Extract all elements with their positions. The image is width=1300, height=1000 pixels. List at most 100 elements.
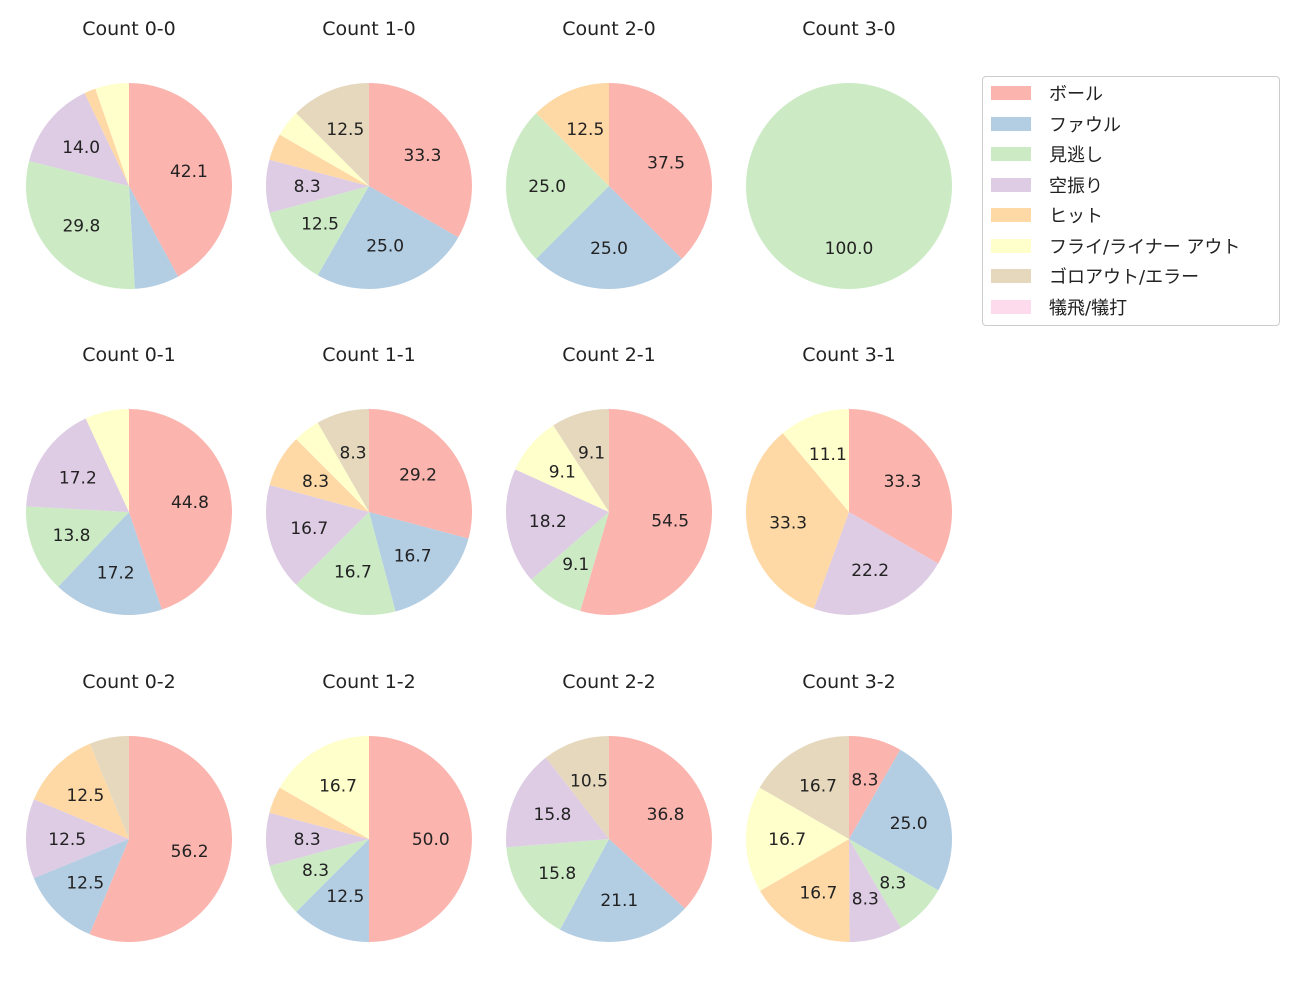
slice-label: 12.5: [301, 215, 339, 235]
slice-label: 33.3: [404, 146, 442, 166]
slice-label: 44.8: [171, 493, 209, 513]
pie-slice: [33, 839, 129, 935]
slice-label: 11.1: [809, 445, 847, 465]
slice-label: 8.3: [302, 861, 329, 881]
pie-title: Count 1-0: [322, 18, 416, 40]
legend-swatch: [991, 116, 1031, 131]
pie-slice: [129, 409, 232, 610]
pie-title: Count 0-0: [82, 18, 176, 40]
pie-title: Count 2-0: [562, 18, 656, 40]
slice-label: 14.0: [62, 138, 100, 158]
slice-label: 8.3: [852, 890, 879, 910]
pie-slice: [515, 425, 609, 512]
pie-slice: [84, 88, 129, 186]
slice-label: 56.2: [171, 842, 209, 862]
slice-label: 9.1: [562, 555, 589, 575]
slice-label: 16.7: [394, 547, 432, 567]
legend-item: フライ/ライナー アウト: [991, 236, 1240, 258]
pie-slice: [296, 422, 369, 512]
legend-label: ボール: [1049, 84, 1103, 105]
pie-slice: [580, 409, 712, 615]
pie-slice: [760, 839, 850, 942]
slice-label: 12.5: [566, 120, 604, 140]
slice-label: 22.2: [851, 561, 889, 581]
pie-slice: [506, 757, 609, 848]
legend-item: 空振り: [991, 175, 1103, 197]
pie-slice: [26, 506, 129, 587]
slice-label: 54.5: [651, 512, 689, 532]
pie-slice: [317, 409, 369, 512]
legend-label: 犠飛/犠打: [1049, 297, 1128, 319]
slice-label: 12.5: [66, 786, 104, 806]
pie-slice: [849, 409, 952, 564]
slice-label: 8.3: [879, 874, 906, 894]
legend-swatch: [991, 147, 1031, 161]
pie-slice: [317, 186, 459, 290]
legend-swatch: [991, 238, 1031, 253]
pie-slice: [536, 186, 682, 289]
pie-slice: [782, 409, 849, 512]
pie-title: Count 3-1: [802, 344, 896, 366]
pie-slice: [505, 469, 609, 580]
pie-title: Count 0-2: [82, 671, 176, 693]
slice-label: 25.0: [528, 177, 566, 197]
pie-slice: [369, 736, 472, 942]
pie-slice: [85, 409, 129, 512]
legend-item: ゴロアウト/エラー: [991, 266, 1200, 288]
slice-label: 33.3: [884, 472, 922, 492]
pie-slice: [26, 418, 129, 512]
slice-label: 25.0: [890, 814, 928, 834]
pie-slice: [296, 83, 369, 186]
pie-slice: [559, 839, 685, 942]
slice-label: 8.3: [851, 770, 878, 790]
slice-label: 10.5: [570, 772, 608, 792]
pie-slice: [369, 409, 473, 539]
slice-label: 12.5: [48, 830, 86, 850]
slice-label: 18.2: [529, 512, 567, 532]
pie-slice: [553, 409, 609, 512]
pie-slice: [269, 134, 369, 186]
slice-label: 50.0: [412, 830, 450, 850]
slice-label: 37.5: [647, 153, 685, 173]
pie-slice: [266, 812, 369, 866]
pie-slice: [746, 83, 952, 289]
pie-slice: [269, 839, 369, 912]
slice-label: 16.7: [799, 777, 837, 797]
pie-slice: [849, 749, 952, 891]
pie-slice: [266, 159, 369, 213]
pie-slice: [33, 743, 130, 839]
pie-slice: [849, 736, 901, 839]
pie-title: Count 2-2: [562, 671, 656, 693]
pie-slice: [279, 736, 369, 839]
legend-label: 空振り: [1049, 175, 1103, 197]
pie-slice: [279, 113, 369, 186]
slice-label: 21.1: [600, 891, 638, 911]
pie-slice: [813, 512, 939, 615]
pie-title: Count 2-1: [562, 344, 656, 366]
pie-slice: [296, 839, 369, 942]
pie-slice: [26, 161, 135, 289]
slice-label: 33.3: [769, 514, 807, 534]
pie-slice: [609, 83, 712, 259]
slice-label: 9.1: [578, 444, 605, 464]
legend-label: 見逃し: [1049, 145, 1103, 166]
pie-title: Count 1-1: [322, 344, 416, 366]
pie-slice: [89, 736, 129, 839]
legend-item: 見逃し: [991, 144, 1103, 166]
legend-label: ゴロアウト/エラー: [1049, 267, 1200, 288]
slice-label: 15.8: [534, 805, 572, 825]
pie-slice: [269, 787, 369, 839]
slice-label: 13.8: [53, 526, 91, 546]
legend-swatch: [991, 299, 1031, 314]
pie-slice: [746, 433, 849, 609]
legend-label: ファウル: [1049, 114, 1121, 136]
pie-slice: [58, 512, 162, 615]
pie-slice: [269, 186, 369, 276]
slice-label: 8.3: [294, 177, 321, 197]
slice-label: 25.0: [366, 237, 404, 257]
legend-item: 犠飛/犠打: [991, 297, 1128, 319]
slice-label: 29.2: [399, 465, 437, 485]
pie-slice: [26, 799, 129, 879]
slice-label: 16.7: [290, 519, 328, 539]
